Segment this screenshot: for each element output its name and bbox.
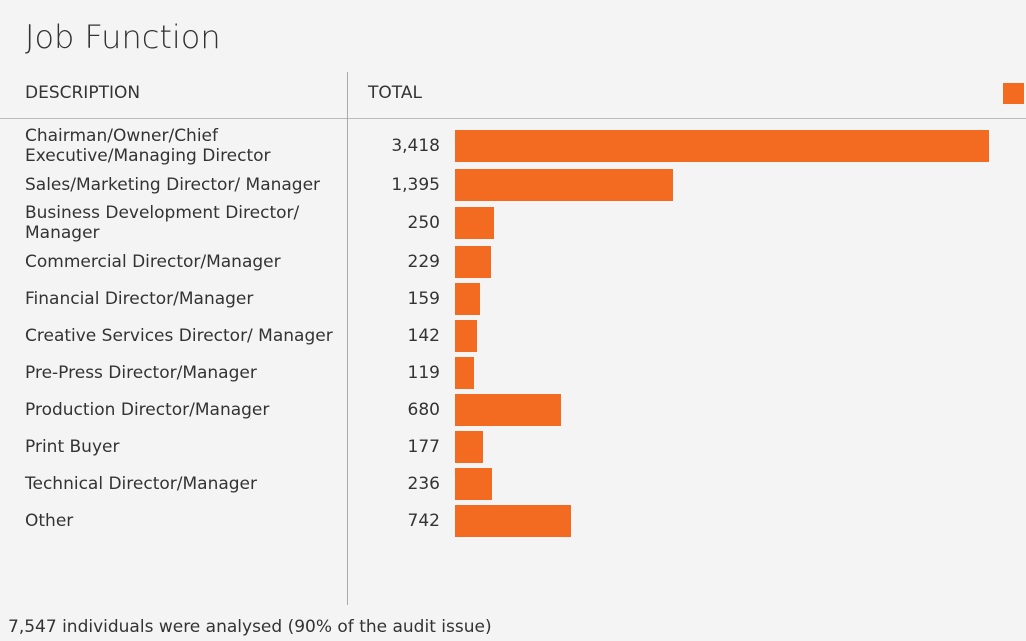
row: Financial Director/Manager 159 [0,280,1026,317]
bar-cell [455,319,478,352]
divider [0,118,1026,119]
value-label: 742 [407,510,440,531]
row: Technical Director/Manager 236 [0,465,1026,502]
bar [455,207,495,239]
row: Sales/Marketing Director/ Manager 1,395 [0,166,1026,203]
bar [455,319,478,352]
bar-cell [455,130,989,162]
bar-cell [455,393,562,426]
bar-cell [455,467,492,500]
bar-cell [455,207,495,239]
bar [455,504,571,537]
bar [455,168,673,201]
bar [455,430,483,463]
legend-swatch [1003,83,1024,104]
bar-cell [455,504,571,537]
value-label: 680 [407,399,440,420]
column-header: TOTAL [368,83,422,103]
bar [455,393,562,426]
category-label: Pre-Press Director/Manager [25,362,257,383]
chart-title: Job Function [25,18,221,56]
category-label: Technical Director/Manager [25,473,257,494]
bar [455,282,480,315]
rows: Chairman/Owner/Chief Executive/Managing … [0,126,1026,539]
row: Pre-Press Director/Manager 119 [0,354,1026,391]
row: Chairman/Owner/Chief Executive/Managing … [0,126,1026,166]
value-label: 229 [407,251,440,272]
bar [455,356,474,389]
category-label: Print Buyer [25,436,120,457]
value-label: 250 [407,213,440,233]
value-label: 3,418 [391,136,440,156]
value-label: 159 [407,288,440,309]
category-label: Other [25,510,74,531]
value-label: 142 [407,325,440,346]
bar-cell [455,430,483,463]
bar-cell [455,245,491,278]
row: Creative Services Director/ Manager 142 [0,317,1026,354]
bar-cell [455,356,474,389]
category-label: Sales/Marketing Director/ Manager [25,174,321,195]
category-label: Chairman/Owner/Chief Executive/Managing … [25,126,271,166]
footnote: 7,547 individuals were analysed (90% of … [8,617,492,637]
category-label: Commercial Director/Manager [25,251,281,272]
value-label: 236 [407,473,440,494]
bar [455,130,989,162]
row: Production Director/Manager 680 [0,391,1026,428]
bar-cell [455,282,480,315]
category-label: Production Director/Manager [25,399,270,420]
bar-cell [455,168,673,201]
category-label: Business Development Director/ Manager [25,203,300,243]
row: Other 742 [0,502,1026,539]
row: Print Buyer 177 [0,428,1026,465]
column-header: DESCRIPTION [25,83,141,103]
value-label: 119 [407,362,440,383]
value-label: 1,395 [391,174,440,195]
value-label: 177 [407,436,440,457]
category-label: Creative Services Director/ Manager [25,325,333,346]
category-label: Financial Director/Manager [25,288,254,309]
divider [347,72,348,605]
bar [455,245,491,278]
row: Commercial Director/Manager 229 [0,243,1026,280]
row: Business Development Director/ Manager 25… [0,203,1026,243]
bar [455,467,492,500]
